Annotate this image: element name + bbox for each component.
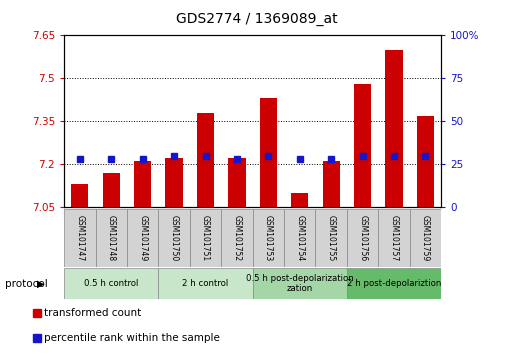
Bar xyxy=(252,268,347,299)
Bar xyxy=(323,161,340,207)
Text: GSM101753: GSM101753 xyxy=(264,215,273,261)
Bar xyxy=(127,209,159,267)
Text: 2 h control: 2 h control xyxy=(183,279,229,288)
Bar xyxy=(103,173,120,207)
Bar xyxy=(354,84,371,207)
Text: GSM101757: GSM101757 xyxy=(389,215,399,261)
Text: GSM101747: GSM101747 xyxy=(75,215,84,261)
Text: percentile rank within the sample: percentile rank within the sample xyxy=(44,333,220,343)
Bar xyxy=(95,209,127,267)
Text: protocol: protocol xyxy=(5,279,48,289)
Text: GSM101749: GSM101749 xyxy=(138,215,147,261)
Bar xyxy=(159,268,253,299)
Bar xyxy=(378,209,410,267)
Text: GSM101756: GSM101756 xyxy=(358,215,367,261)
Text: 0.5 h control: 0.5 h control xyxy=(84,279,139,288)
Text: 0.5 h post-depolarization
zation: 0.5 h post-depolarization zation xyxy=(246,274,353,293)
Bar xyxy=(159,209,190,267)
Bar xyxy=(260,98,277,207)
Bar xyxy=(347,268,441,299)
Bar xyxy=(64,268,159,299)
Bar xyxy=(134,161,151,207)
Bar xyxy=(315,209,347,267)
Bar xyxy=(284,209,315,267)
Text: ▶: ▶ xyxy=(37,279,45,289)
Text: 2 h post-depolariztion: 2 h post-depolariztion xyxy=(347,279,441,288)
Bar xyxy=(252,209,284,267)
Bar xyxy=(64,209,95,267)
Bar xyxy=(291,193,308,207)
Bar xyxy=(221,209,252,267)
Bar xyxy=(166,159,183,207)
Bar xyxy=(197,113,214,207)
Text: GSM101752: GSM101752 xyxy=(232,215,242,261)
Text: GSM101751: GSM101751 xyxy=(201,215,210,261)
Text: GSM101754: GSM101754 xyxy=(295,215,304,261)
Bar xyxy=(347,209,378,267)
Bar xyxy=(228,159,246,207)
Bar xyxy=(385,50,403,207)
Text: GSM101759: GSM101759 xyxy=(421,215,430,261)
Text: GDS2774 / 1369089_at: GDS2774 / 1369089_at xyxy=(175,12,338,27)
Bar xyxy=(190,209,221,267)
Text: GSM101748: GSM101748 xyxy=(107,215,116,261)
Text: GSM101750: GSM101750 xyxy=(170,215,179,261)
Text: GSM101755: GSM101755 xyxy=(327,215,336,261)
Bar xyxy=(417,115,434,207)
Bar xyxy=(410,209,441,267)
Bar xyxy=(71,184,88,207)
Text: transformed count: transformed count xyxy=(44,308,141,318)
